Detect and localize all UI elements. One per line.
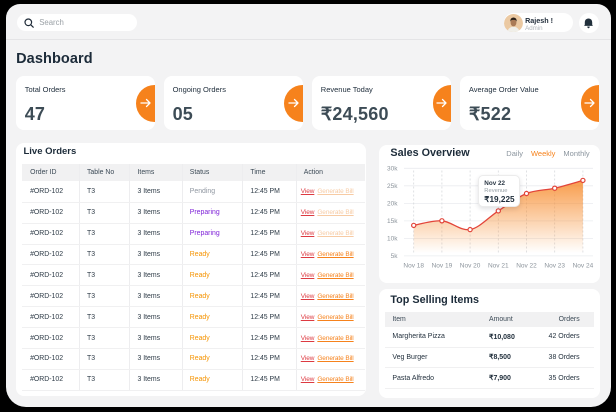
svg-text:10k: 10k [387, 236, 398, 243]
svg-text:Nov 23: Nov 23 [545, 263, 566, 270]
svg-text:Nov 18: Nov 18 [404, 263, 425, 270]
svg-text:Nov 21: Nov 21 [488, 263, 509, 270]
svg-text:30k: 30k [387, 166, 398, 173]
svg-text:Nov 24: Nov 24 [573, 263, 594, 270]
svg-text:Nov 22: Nov 22 [516, 263, 537, 270]
svg-text:20k: 20k [387, 201, 398, 208]
svg-text:15k: 15k [387, 218, 398, 225]
svg-text:Nov 19: Nov 19 [432, 263, 453, 270]
svg-text:Nov 20: Nov 20 [460, 263, 481, 270]
svg-text:25k: 25k [387, 183, 398, 190]
svg-text:5k: 5k [391, 253, 399, 260]
